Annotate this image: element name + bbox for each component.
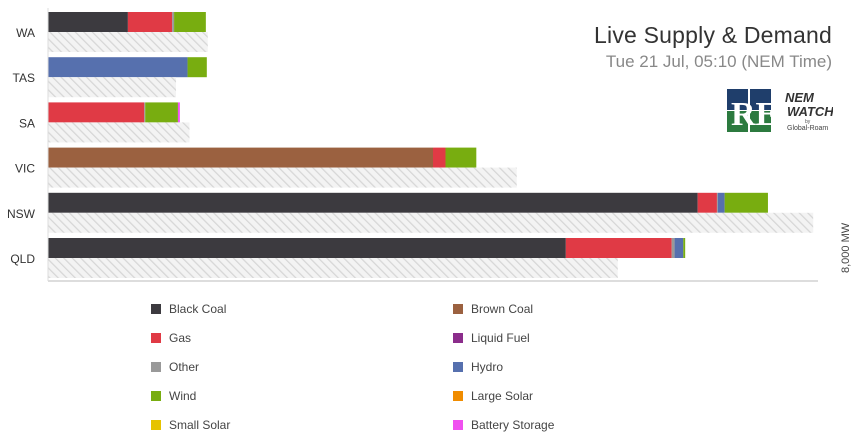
legend-label: Battery Storage xyxy=(471,418,555,432)
legend-item-other[interactable]: Other xyxy=(151,360,199,374)
legend-item-brown-coal[interactable]: Brown Coal xyxy=(453,302,533,316)
bar-vic-gas[interactable] xyxy=(433,147,446,168)
legend-item-liquid-fuel[interactable]: Liquid Fuel xyxy=(453,331,530,345)
axis-max-label: 8,000 MW xyxy=(840,222,852,273)
legend-label: Small Solar xyxy=(169,418,231,432)
demand-bar-qld[interactable] xyxy=(48,258,618,278)
bar-nsw-wind[interactable] xyxy=(724,192,768,213)
nemwatch-logo-line2: WATCH xyxy=(787,104,833,119)
demand-bar-nsw[interactable] xyxy=(48,212,814,233)
legend-label: Other xyxy=(169,360,200,374)
bar-tas-wind[interactable] xyxy=(187,57,207,78)
bar-vic-wind[interactable] xyxy=(445,147,477,168)
category-label-vic: VIC xyxy=(15,162,35,176)
legend-swatch xyxy=(151,333,161,343)
bar-sa-gas[interactable] xyxy=(48,102,145,123)
legend-label: Brown Coal xyxy=(471,302,534,316)
category-label-sa: SA xyxy=(19,116,35,130)
bar-qld-hydro[interactable] xyxy=(674,238,684,258)
category-label-tas: TAS xyxy=(13,71,35,85)
legend-swatch xyxy=(453,333,463,343)
legend-swatch xyxy=(151,304,161,314)
legend-swatch xyxy=(151,362,161,372)
bar-wa-wind[interactable] xyxy=(174,12,206,32)
nemwatch-logo-line1: NEM xyxy=(785,90,815,105)
legend-item-hydro[interactable]: Hydro xyxy=(453,360,503,374)
legend-swatch xyxy=(453,391,463,401)
legend-label: Wind xyxy=(169,389,197,403)
bar-sa-other[interactable] xyxy=(144,102,146,123)
legend-label: Gas xyxy=(169,331,192,345)
legend-swatch xyxy=(453,304,463,314)
legend-item-large-solar[interactable]: Large Solar xyxy=(453,389,533,403)
nemwatch-logo-by: by xyxy=(805,119,811,125)
bar-sa-battery-storage[interactable] xyxy=(177,102,180,123)
demand-bar-sa[interactable] xyxy=(48,122,190,143)
legend-swatch xyxy=(453,362,463,372)
re-logo: RE xyxy=(727,89,771,132)
chart-legend: Black Coal Gas Other Wind Small Solar Brown C… xyxy=(0,296,856,436)
bar-qld-black-coal[interactable] xyxy=(48,238,566,258)
demand-bar-tas[interactable] xyxy=(48,77,177,98)
bar-nsw-hydro[interactable] xyxy=(717,192,725,213)
bar-nsw-gas[interactable] xyxy=(697,192,717,213)
legend-item-wind[interactable]: Wind xyxy=(151,389,196,403)
bar-wa-gas[interactable] xyxy=(127,12,173,32)
bar-sa-wind[interactable] xyxy=(145,102,178,123)
bar-tas-hydro[interactable] xyxy=(48,57,188,78)
bar-nsw-black-coal[interactable] xyxy=(48,192,698,213)
bar-qld-wind[interactable] xyxy=(683,238,686,258)
category-label-wa: WA xyxy=(16,26,35,40)
bar-qld-gas[interactable] xyxy=(565,238,672,258)
nemwatch-logo: NEM WATCH by Global-Roam xyxy=(785,90,833,132)
bar-wa-other[interactable] xyxy=(172,12,175,32)
legend-swatch xyxy=(453,420,463,430)
demand-bar-wa[interactable] xyxy=(48,32,208,52)
legend-item-black-coal[interactable]: Black Coal xyxy=(151,302,226,316)
demand-bar-vic[interactable] xyxy=(48,167,517,188)
legend-item-small-solar[interactable]: Small Solar xyxy=(151,418,230,432)
category-label-qld: QLD xyxy=(10,252,35,266)
bar-nsw-other[interactable] xyxy=(716,192,718,213)
bar-wa-black-coal[interactable] xyxy=(48,12,128,32)
nemwatch-logo-company: Global-Roam xyxy=(787,125,828,132)
chart-title: Live Supply & Demand xyxy=(594,22,832,48)
legend-swatch xyxy=(151,420,161,430)
legend-swatch xyxy=(151,391,161,401)
bar-qld-other[interactable] xyxy=(671,238,675,258)
supply-demand-chart: WA TAS SA VIC NSW QLD 8,000 MW xyxy=(7,8,852,282)
legend-label: Black Coal xyxy=(169,302,227,316)
legend-item-gas[interactable]: Gas xyxy=(151,331,191,345)
category-label-nsw: NSW xyxy=(7,207,36,221)
legend-item-battery-storage[interactable]: Battery Storage xyxy=(453,418,554,432)
re-logo-text: RE xyxy=(731,96,771,132)
chart-subtitle: Tue 21 Jul, 05:10 (NEM Time) xyxy=(605,52,832,71)
legend-label: Large Solar xyxy=(471,389,534,403)
legend-label: Liquid Fuel xyxy=(471,331,530,345)
bar-vic-brown-coal[interactable] xyxy=(48,147,433,168)
legend-label: Hydro xyxy=(471,360,504,374)
